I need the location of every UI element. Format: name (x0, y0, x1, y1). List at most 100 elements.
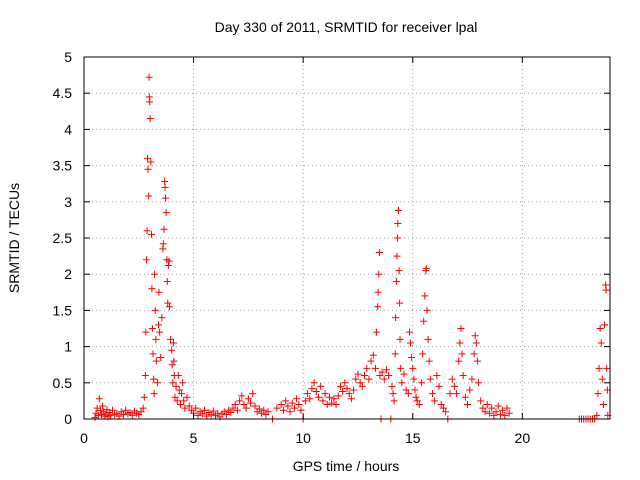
data-points (91, 73, 612, 423)
data-point (496, 411, 504, 419)
data-point (505, 409, 513, 417)
data-point (428, 390, 436, 398)
data-point (141, 372, 149, 380)
data-point (468, 375, 476, 383)
data-point (488, 404, 496, 412)
data-point (596, 325, 604, 332)
data-point (156, 328, 164, 336)
data-point (392, 314, 400, 322)
plot-frame (83, 56, 611, 420)
data-point (431, 397, 439, 405)
data-point (227, 408, 235, 416)
data-point (273, 404, 281, 412)
data-point (140, 393, 148, 401)
data-point (162, 209, 170, 217)
data-point (391, 350, 399, 358)
data-point (442, 408, 450, 416)
data-point (151, 306, 159, 314)
data-point (402, 386, 410, 394)
data-point (244, 395, 252, 403)
data-point (304, 390, 312, 398)
data-point (169, 339, 177, 347)
data-point (380, 375, 388, 383)
data-point (150, 390, 158, 398)
data-point (323, 401, 331, 409)
data-point (398, 379, 406, 387)
data-point (425, 357, 433, 365)
data-point (277, 401, 285, 409)
data-point (363, 364, 371, 372)
data-point (354, 370, 362, 378)
data-point (106, 411, 114, 419)
data-point (158, 314, 166, 322)
data-point (290, 404, 298, 412)
data-point (198, 410, 206, 418)
data-point (231, 401, 239, 409)
data-point (369, 351, 377, 359)
data-point (382, 366, 390, 374)
x-tick-label: 10 (295, 430, 311, 446)
data-point (242, 404, 250, 412)
data-point (411, 386, 419, 394)
data-point (389, 390, 397, 398)
data-point (594, 390, 602, 398)
data-point (149, 350, 157, 358)
data-point (137, 408, 145, 416)
data-point (155, 288, 163, 296)
data-point (319, 397, 327, 405)
data-point (240, 401, 248, 409)
data-point (453, 390, 461, 398)
data-point (284, 402, 292, 410)
data-point (157, 353, 165, 361)
data-point (306, 395, 314, 403)
data-point (169, 379, 177, 387)
data-point (181, 404, 189, 412)
data-point (99, 402, 107, 410)
data-point (392, 277, 400, 285)
data-point (251, 402, 259, 410)
x-tick-label: 15 (405, 430, 421, 446)
axis-ticks (83, 56, 610, 420)
data-point (139, 404, 147, 412)
data-point (308, 385, 316, 393)
data-point (471, 332, 479, 340)
data-point (455, 357, 463, 365)
data-point (409, 364, 417, 372)
data-point (396, 299, 404, 307)
data-point (95, 395, 103, 403)
y-tick-label: 1.5 (53, 302, 73, 318)
data-point (233, 406, 241, 414)
data-point (321, 390, 329, 398)
x-tick-label: 5 (190, 430, 198, 446)
data-point (485, 409, 493, 417)
data-point (214, 409, 222, 417)
data-point (238, 392, 246, 400)
data-point (602, 286, 610, 294)
tick-labels: 0 5 10 15 20 0 0.5 1 1.5 2 2.5 3 3.5 4 4.5 5 (53, 49, 531, 446)
data-point (477, 397, 485, 405)
data-point (143, 227, 151, 235)
y-tick-label: 2.5 (53, 230, 73, 246)
data-point (598, 375, 606, 383)
data-point (151, 270, 159, 278)
data-point (119, 411, 127, 419)
data-point (173, 397, 181, 405)
y-tick-label: 4 (64, 121, 72, 137)
data-point (456, 339, 464, 347)
data-point (209, 407, 217, 415)
data-point (473, 357, 481, 365)
data-point (229, 404, 237, 412)
data-point (260, 406, 268, 414)
data-point (433, 372, 441, 380)
grid-lines (84, 57, 610, 419)
data-point (395, 267, 403, 275)
data-point (388, 382, 396, 390)
data-point (475, 379, 482, 387)
data-point (165, 303, 173, 311)
data-point (122, 406, 130, 414)
data-point (279, 406, 287, 414)
data-point (96, 406, 104, 414)
data-point (201, 406, 209, 414)
data-point (597, 339, 605, 347)
data-point (603, 364, 611, 372)
